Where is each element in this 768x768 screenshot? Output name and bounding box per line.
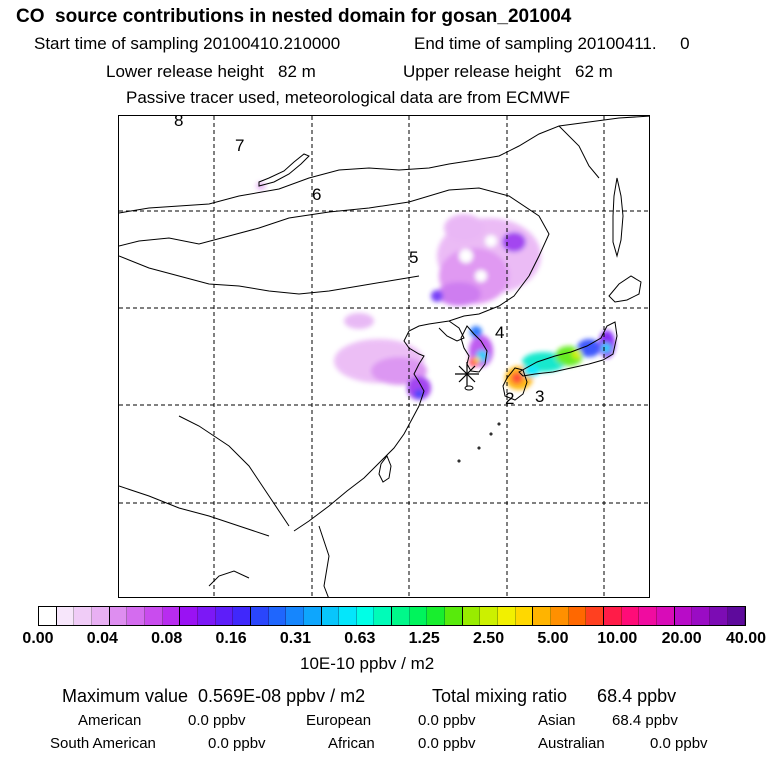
colorbar-cell bbox=[321, 607, 340, 625]
colorbar-cell bbox=[233, 607, 251, 625]
colorbar-cell bbox=[74, 607, 92, 625]
colorbar-cell bbox=[727, 607, 746, 625]
plot-title: CO source contributions in nested domain… bbox=[16, 6, 572, 27]
region-value-european: 0.0 ppbv bbox=[418, 712, 476, 729]
colorbar-cell bbox=[480, 607, 499, 625]
region-name-australian: Australian bbox=[538, 735, 605, 752]
plume-field bbox=[256, 182, 615, 400]
colorbar-cell bbox=[339, 607, 357, 625]
trajectory-label-2: 2 bbox=[505, 389, 514, 408]
colorbar-cell bbox=[127, 607, 145, 625]
colorbar-cell bbox=[533, 607, 552, 625]
region-value-american: 0.0 ppbv bbox=[188, 712, 246, 729]
colorbar-cell bbox=[91, 607, 110, 625]
colorbar bbox=[38, 606, 746, 626]
colorbar-cell bbox=[144, 607, 163, 625]
colorbar-cell bbox=[551, 607, 569, 625]
colorbar-tick-label: 0.31 bbox=[279, 630, 312, 647]
trajectory-label-3: 3 bbox=[535, 387, 544, 406]
colorbar-tick-label: 2.50 bbox=[472, 630, 505, 647]
graticule bbox=[119, 116, 649, 597]
colorbar-cell bbox=[109, 607, 128, 625]
colorbar-cell bbox=[197, 607, 216, 625]
trajectory-label-8: 8 bbox=[174, 116, 183, 130]
upper-release-height: Upper release height 62 m bbox=[403, 62, 613, 81]
colorbar-cell bbox=[374, 607, 393, 625]
colorbar-cell bbox=[268, 607, 287, 625]
colorbar-cell bbox=[392, 607, 410, 625]
region-name-asian: Asian bbox=[538, 712, 576, 729]
colorbar-tick-label: 0.63 bbox=[344, 630, 376, 647]
tracer-note: Passive tracer used, meteorological data… bbox=[126, 88, 571, 107]
region-name-south-american: South American bbox=[50, 735, 156, 752]
colorbar-cell bbox=[462, 607, 481, 625]
colorbar-unit: 10E-10 ppbv / m2 bbox=[300, 654, 435, 673]
trajectory-label-6: 6 bbox=[312, 185, 321, 204]
region-value-australian: 0.0 ppbv bbox=[650, 735, 708, 752]
region-value-asian: 68.4 ppbv bbox=[612, 712, 678, 729]
colorbar-cell bbox=[586, 607, 604, 625]
colorbar-cell bbox=[604, 607, 622, 625]
colorbar-cell bbox=[303, 607, 322, 625]
colorbar-cell bbox=[498, 607, 516, 625]
colorbar-cell bbox=[180, 607, 198, 625]
colorbar-cell bbox=[250, 607, 269, 625]
coastlines bbox=[119, 116, 649, 597]
colorbar-cell bbox=[568, 607, 587, 625]
colorbar-tick-label: 0.04 bbox=[86, 630, 118, 647]
start-time: Start time of sampling 20100410.210000 bbox=[34, 34, 341, 53]
colorbar-cell bbox=[692, 607, 710, 625]
max-value: Maximum value 0.569E-08 ppbv / m2 bbox=[62, 686, 366, 706]
trajectory-label-5: 5 bbox=[409, 248, 418, 267]
colorbar-cell bbox=[445, 607, 463, 625]
colorbar-tick-label: 10.00 bbox=[597, 630, 638, 647]
colorbar-tick-label: 0.16 bbox=[215, 630, 247, 647]
region-name-european: European bbox=[306, 712, 372, 729]
total-mixing-ratio: Total mixing ratio 68.4 ppbv bbox=[432, 686, 677, 706]
colorbar-tick-label: 0.00 bbox=[22, 630, 54, 647]
colorbar-cell bbox=[515, 607, 534, 625]
colorbar-tick-label: 1.25 bbox=[408, 630, 440, 647]
region-name-american: American bbox=[78, 712, 142, 729]
lower-release-height: Lower release height 82 m bbox=[106, 62, 316, 81]
colorbar-tick-label: 40.00 bbox=[725, 630, 767, 647]
colorbar-cell bbox=[621, 607, 640, 625]
trajectory-label-4: 4 bbox=[495, 323, 504, 342]
colorbar-cell bbox=[427, 607, 446, 625]
colorbar-cell bbox=[674, 607, 693, 625]
map-panel: 8 7 6 5 4 3 2 bbox=[118, 115, 650, 598]
colorbar-cell bbox=[39, 607, 57, 625]
colorbar-cell bbox=[709, 607, 728, 625]
region-value-south-american: 0.0 ppbv bbox=[208, 735, 266, 752]
colorbar-tick-label: 0.08 bbox=[151, 630, 183, 647]
colorbar-tick-label: 5.00 bbox=[537, 630, 569, 647]
colorbar-cell bbox=[656, 607, 675, 625]
colorbar-cell bbox=[639, 607, 657, 625]
trajectory-label-7: 7 bbox=[235, 136, 244, 155]
colorbar-cell bbox=[356, 607, 375, 625]
colorbar-tick-label: 20.00 bbox=[661, 630, 702, 647]
colorbar-cell bbox=[56, 607, 75, 625]
release-site-marker bbox=[455, 362, 479, 386]
colorbar-cell bbox=[286, 607, 304, 625]
colorbar-cell bbox=[215, 607, 234, 625]
region-value-african: 0.0 ppbv bbox=[418, 735, 476, 752]
colorbar-cell bbox=[162, 607, 181, 625]
end-time: End time of sampling 20100411. 0 bbox=[414, 34, 690, 53]
colorbar-cell bbox=[409, 607, 428, 625]
region-name-african: African bbox=[328, 735, 375, 752]
